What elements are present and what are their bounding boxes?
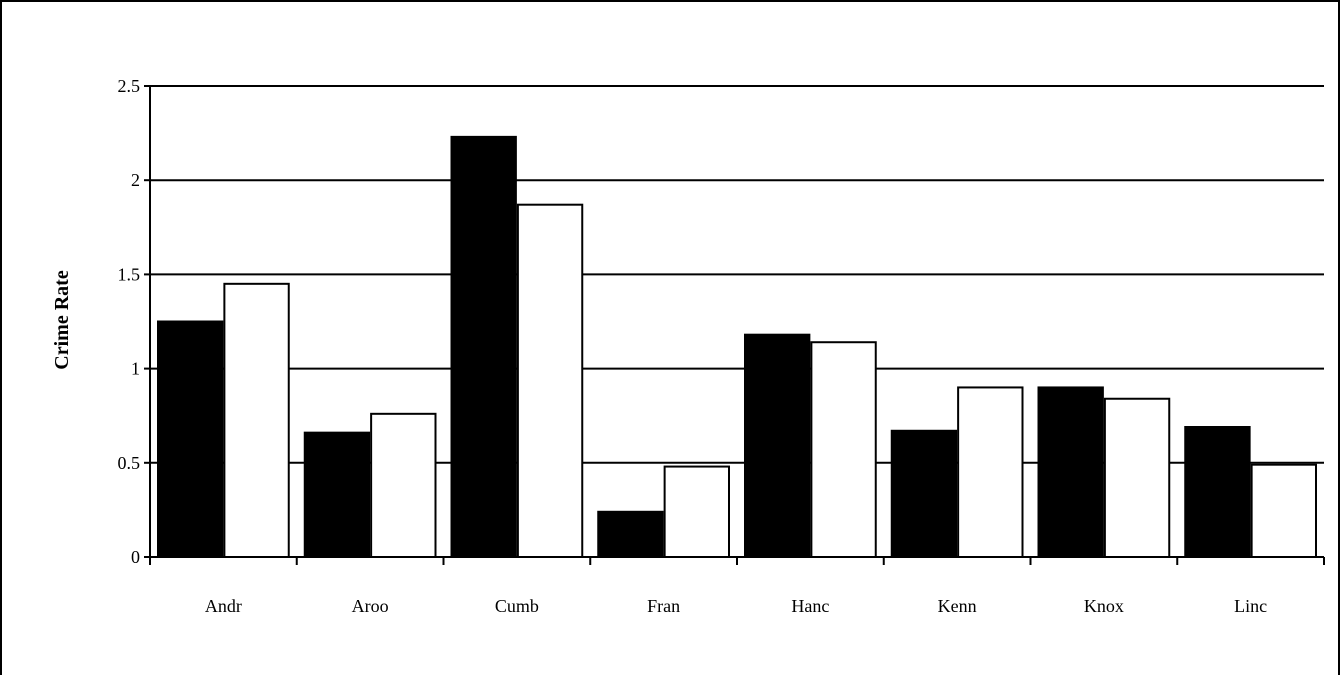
axes (144, 85, 1325, 565)
bar-aroo-0 (303, 431, 371, 559)
bar-kenn-1 (957, 386, 1024, 558)
x-tick-label: Hanc (791, 596, 829, 616)
y-axis-title: Crime Rate (51, 270, 73, 370)
y-tick-label: 2 (131, 170, 140, 190)
x-tick-label: Fran (647, 596, 680, 616)
y-tick-label: 1 (131, 359, 140, 379)
y-tick-label: 2.5 (118, 76, 141, 96)
bar-linc-1 (1250, 463, 1317, 558)
bar-andr-1 (223, 282, 290, 558)
bar-hanc-1 (810, 341, 877, 558)
y-tick-label: 0 (131, 547, 140, 567)
x-tick-label: Kenn (938, 596, 977, 616)
bar-fran-0 (597, 510, 664, 558)
y-tick-label: 0.5 (118, 453, 141, 473)
bar-kenn-0 (890, 429, 958, 558)
bar-fran-1 (663, 465, 730, 558)
x-tick-label: Andr (205, 596, 242, 616)
y-tick-label: 1.5 (118, 264, 141, 284)
x-tick-label: Linc (1234, 596, 1267, 616)
x-tick-label: Knox (1084, 596, 1124, 616)
labels: 0 0.5 1 1.5 2 2.5 Andr Aroo Cumb Fran Hanc Kenn Knox… (118, 76, 1268, 616)
bars (157, 135, 1317, 559)
bar-aroo-1 (370, 412, 437, 559)
bar-knox-0 (1037, 386, 1104, 558)
bar-cumb-1 (516, 203, 584, 559)
bar-linc-0 (1184, 426, 1251, 558)
bar-cumb-0 (450, 135, 517, 558)
bar-hanc-0 (744, 333, 811, 558)
x-tick-label: Aroo (352, 596, 389, 616)
bar-andr-0 (157, 320, 224, 558)
x-tick-label: Cumb (495, 596, 539, 616)
bar-knox-1 (1103, 397, 1171, 558)
